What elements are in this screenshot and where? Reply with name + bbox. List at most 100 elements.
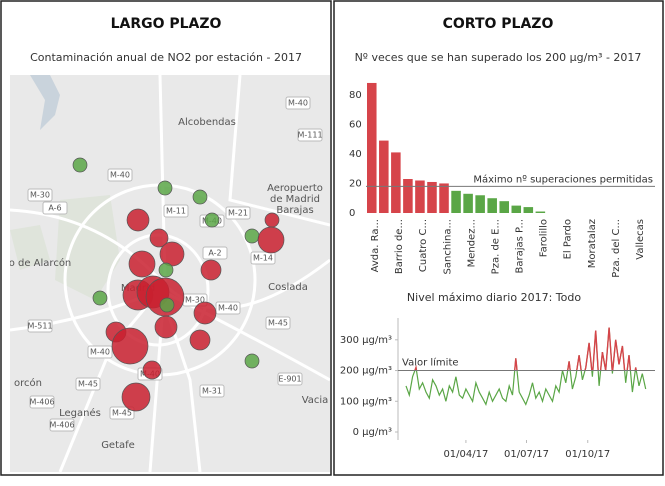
road-shield	[297, 128, 323, 142]
chart-title: Nivel máximo diario 2017: Todo	[407, 291, 581, 304]
y-tick-label: 100 µg/m³	[340, 396, 392, 407]
station-bubble	[264, 212, 280, 228]
station-bubble	[126, 208, 150, 232]
road-label: M-45	[112, 409, 132, 418]
road-label: M-14	[253, 254, 273, 263]
place-label: o de Alarcón	[9, 257, 72, 269]
bar	[403, 179, 413, 213]
road-label: M-40	[110, 171, 130, 180]
right-panel	[333, 0, 664, 476]
road-label: A-6	[48, 204, 61, 213]
road-label: M-40	[90, 348, 110, 357]
station-bubble	[189, 329, 211, 351]
road-shield	[163, 204, 189, 218]
road-shield	[109, 406, 135, 420]
road-shield	[199, 384, 225, 398]
road-label: M-40	[288, 99, 308, 108]
bar	[439, 183, 449, 213]
road-label: M-406	[29, 398, 54, 407]
road-label: E-901	[278, 375, 301, 384]
place-label: Coslada	[268, 282, 308, 293]
station-bubble	[193, 301, 217, 325]
road-label: M-30	[185, 296, 205, 305]
station-bubble	[192, 189, 208, 205]
bar	[463, 193, 473, 213]
station-bubble	[111, 327, 149, 365]
station-bubble	[154, 315, 178, 339]
bar	[475, 195, 485, 213]
road-shield	[215, 301, 241, 315]
station-bubble	[244, 228, 260, 244]
bar	[535, 211, 546, 213]
y-tick-label: 0	[349, 208, 355, 219]
road-label: M-111	[297, 131, 322, 140]
chart-title: Nº veces que se han superado los 200 µg/…	[355, 51, 642, 64]
station-bubble	[257, 226, 285, 254]
bar	[499, 201, 509, 213]
y-tick-label: 80	[349, 90, 362, 101]
water	[30, 75, 60, 130]
road-label: M-31	[202, 387, 222, 396]
place-label: orcón	[14, 377, 42, 389]
road-label: A-2	[208, 249, 221, 258]
road-shield	[27, 188, 53, 202]
road-shield	[107, 168, 133, 182]
road-shield	[225, 206, 251, 220]
x-tick-label: 01/04/17	[443, 449, 488, 460]
y-tick-label: 20	[349, 178, 362, 189]
road-shield	[27, 319, 53, 333]
x-tick-label: Pza. de E...	[490, 219, 501, 274]
x-tick-label: Moratalaz	[587, 219, 598, 268]
place-label: Barajas	[276, 205, 313, 216]
station-bubble	[159, 241, 185, 267]
place-label: Alcobendas	[178, 117, 236, 128]
road-shield	[49, 418, 75, 432]
station-bubble	[158, 262, 174, 278]
road-shield	[75, 377, 101, 391]
x-tick-label: Cuatro C...	[418, 219, 429, 272]
x-tick-label: Sanchina...	[442, 219, 453, 274]
road-shield	[250, 251, 276, 265]
park	[10, 225, 50, 270]
reference-label: Valor límite	[402, 357, 459, 369]
bar	[379, 140, 389, 213]
x-tick-label: Pza. del C...	[611, 219, 622, 278]
bar	[451, 190, 461, 213]
place-label: Aeropuerto	[267, 183, 323, 194]
place-label: Getafe	[101, 440, 135, 451]
station-bubble	[149, 228, 169, 248]
road-shield	[29, 395, 55, 409]
y-tick-label: 60	[349, 119, 362, 130]
road-label: M-406	[49, 421, 74, 430]
station-bubble	[72, 157, 88, 173]
place-label: Leganés	[59, 407, 101, 419]
y-tick-label: 0 µg/m³	[353, 427, 392, 438]
bar	[427, 181, 437, 213]
station-bubble	[121, 382, 151, 412]
station-bubble	[142, 360, 162, 380]
station-bubble	[204, 212, 220, 228]
road-label: M-11	[166, 207, 186, 216]
place-label: Vacia	[302, 395, 329, 406]
bar	[415, 180, 425, 213]
bar	[487, 198, 497, 213]
station-bubble	[200, 259, 222, 281]
x-tick-label: Farolillo	[539, 219, 550, 257]
x-tick-label: 01/10/17	[565, 449, 610, 460]
bar	[511, 205, 522, 213]
road-shield	[277, 372, 303, 386]
road-label: M-21	[228, 209, 248, 218]
panel-title: CORTO PLAZO	[443, 16, 554, 32]
road-label: M-45	[78, 380, 98, 389]
road-label: M-40	[218, 304, 238, 313]
place-label: de Madrid	[270, 194, 320, 205]
road-shield	[202, 246, 228, 260]
road-label: M-45	[268, 319, 288, 328]
road-label: M-511	[27, 322, 52, 331]
x-tick-label: Avda. Ra...	[370, 219, 381, 272]
bar	[523, 207, 534, 213]
road-shield	[42, 201, 68, 215]
road-shield	[285, 96, 311, 110]
